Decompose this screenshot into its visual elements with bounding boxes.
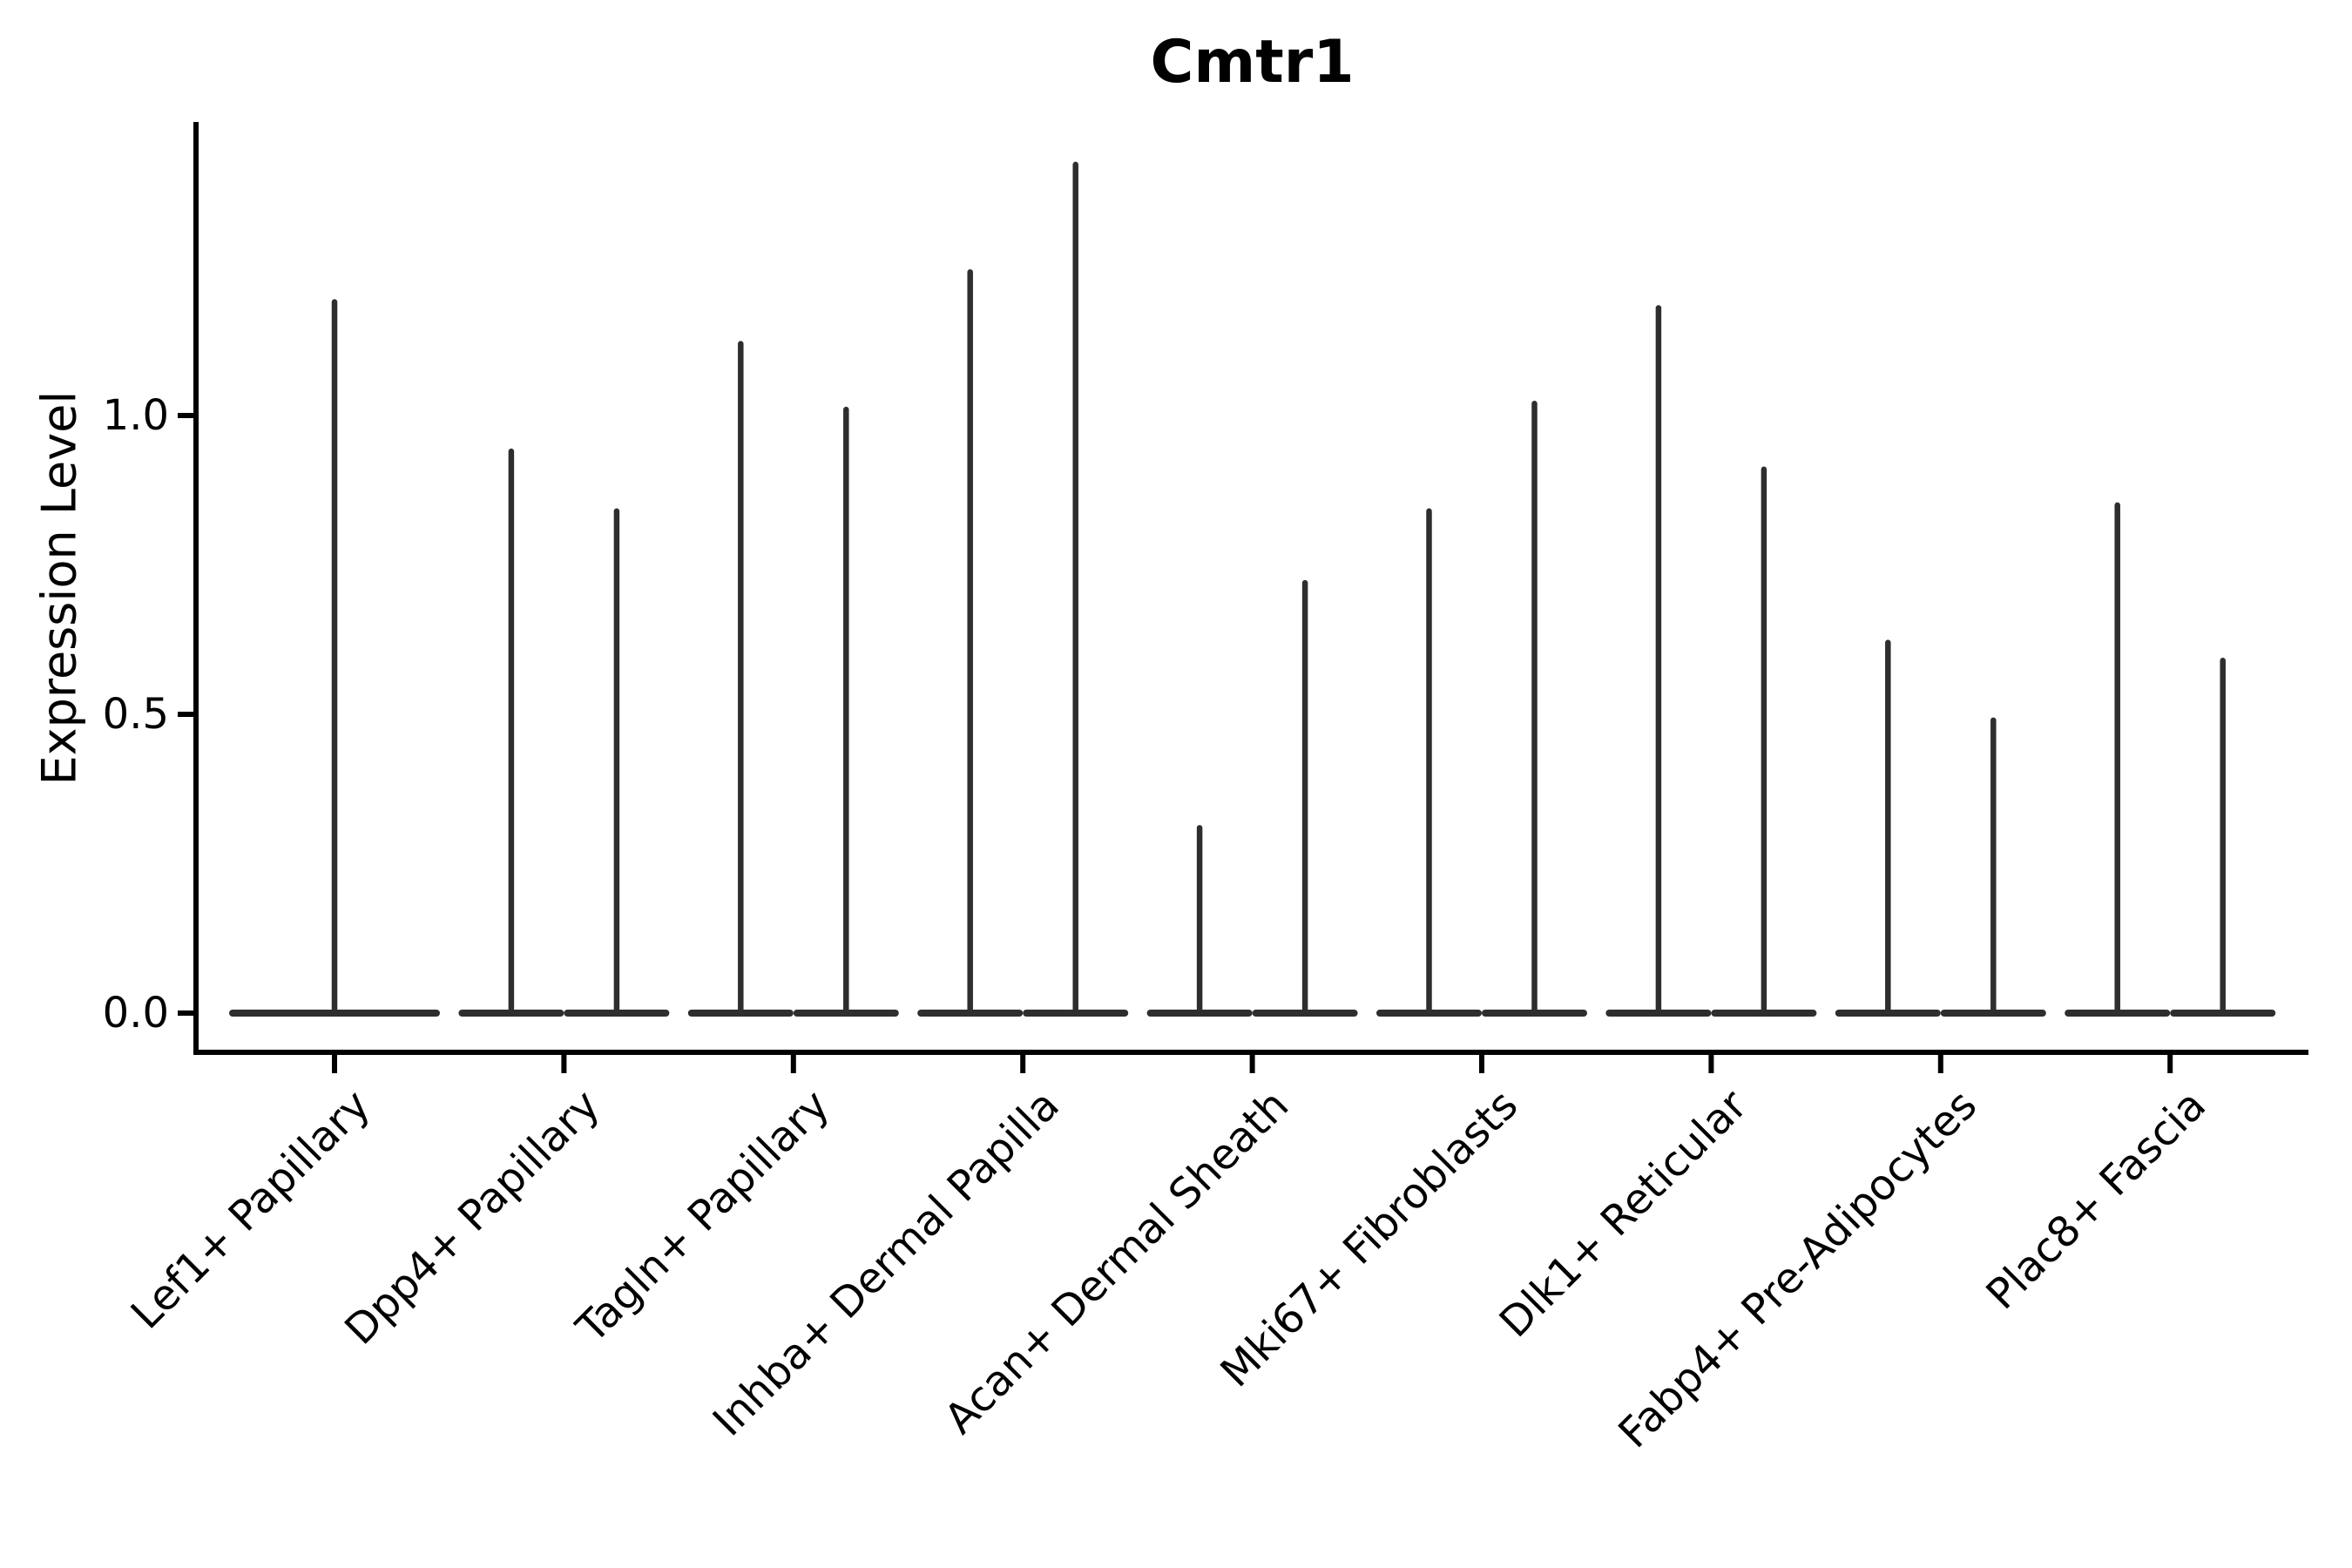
chart-title: Cmtr1 [1150,28,1355,97]
y-tick-label: 1.0 [102,391,169,440]
y-tick-label: 0.0 [102,989,169,1037]
y-tick-label: 0.5 [102,690,169,739]
